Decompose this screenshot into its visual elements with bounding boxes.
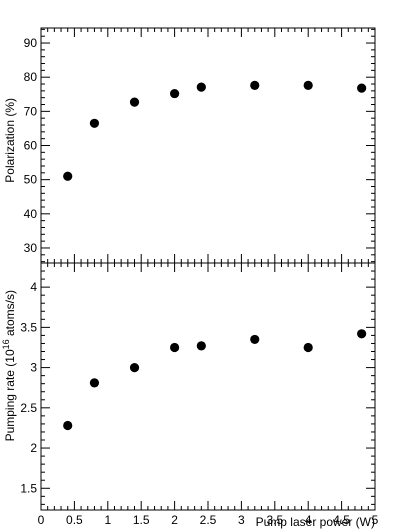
- data-point: [170, 342, 180, 353]
- data-point: [196, 341, 206, 351]
- x-tick-label: 4: [305, 513, 312, 527]
- x-axis-label: Pump laser power (W): [256, 515, 375, 529]
- bottom-y-label: Pumping rate (1016 atoms/s): [1, 290, 17, 441]
- y-label-part: Pumping rate (10: [3, 349, 17, 441]
- data-point: [303, 342, 313, 353]
- data-point: [129, 97, 140, 107]
- x-tick-label: 3.5: [266, 513, 283, 527]
- y-tick-label: 80: [24, 70, 38, 84]
- y-tick-label: 60: [24, 139, 38, 153]
- bottom-frame: [40, 262, 376, 511]
- data-point: [63, 420, 73, 431]
- y-tick-label: 3.5: [20, 320, 37, 334]
- y-tick-label: 2.5: [20, 401, 37, 415]
- data-point: [250, 80, 260, 90]
- x-tick-label: 2: [171, 513, 178, 527]
- y-tick-label: 1.5: [20, 481, 37, 495]
- data-point: [89, 118, 100, 128]
- data-point: [89, 378, 100, 388]
- y-tick-label: 40: [24, 207, 38, 221]
- y-tick-label: 90: [24, 36, 38, 50]
- y-tick-label: 3: [30, 361, 37, 375]
- data-point: [357, 329, 367, 339]
- x-tick-label: 2.5: [200, 513, 217, 527]
- data-point: [250, 334, 260, 345]
- x-tick-label: 4.5: [333, 513, 350, 527]
- top-frame: [40, 27, 376, 264]
- data-point: [129, 362, 140, 373]
- y-tick-label: 50: [24, 173, 38, 187]
- x-tick-label: 0.5: [66, 513, 83, 527]
- data-point: [196, 82, 206, 92]
- x-tick-label: 1.5: [133, 513, 150, 527]
- y-tick-label: 30: [24, 241, 38, 255]
- y-label-superscript: 16: [1, 339, 11, 349]
- x-tick-label: 3: [238, 513, 245, 527]
- y-label-part: atoms/s): [3, 290, 17, 339]
- y-tick-label: 2: [30, 441, 37, 455]
- data-point: [170, 88, 180, 99]
- data-point: [63, 171, 73, 181]
- top-y-label: Polarization (%): [3, 98, 17, 183]
- data-point: [357, 83, 367, 93]
- y-tick-label: 70: [24, 104, 38, 118]
- x-tick-label: 0: [38, 513, 45, 527]
- x-tick-label: 1: [104, 513, 111, 527]
- y-tick-label: 4: [30, 280, 37, 294]
- data-point: [303, 80, 313, 90]
- x-tick-label: 5: [372, 513, 379, 527]
